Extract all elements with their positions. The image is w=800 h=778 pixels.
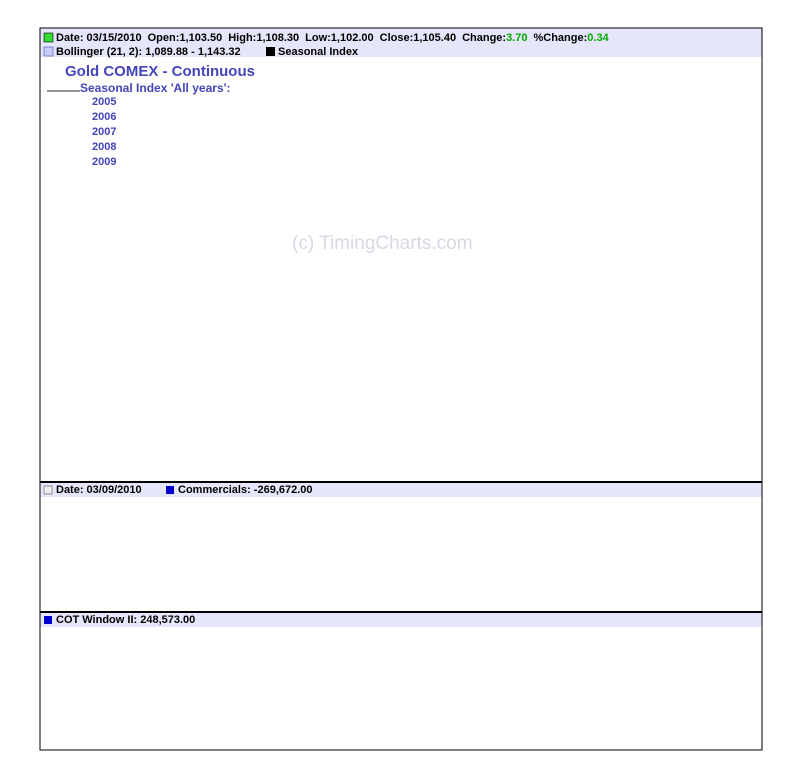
plot-frame — [39, 27, 763, 751]
watermark: (c) TimingCharts.com — [292, 233, 473, 254]
header-item: Close:1,105.40 — [380, 32, 456, 44]
legend-swatch — [43, 485, 53, 495]
legend-label: Seasonal Index — [278, 46, 359, 58]
year-label: 2006 — [92, 111, 116, 123]
panel-header: Date: 03/09/2010 — [56, 484, 142, 496]
legend-swatch — [43, 32, 54, 43]
chart-title: Gold COMEX - Continuous — [65, 63, 255, 80]
header-item: Change: — [462, 32, 506, 44]
header-band — [40, 613, 762, 627]
overlay-layer: Date: 03/15/2010 Open:1,103.50 High:1,108.… — [39, 27, 763, 751]
year-label: 2009 — [92, 156, 116, 168]
legend-swatch — [44, 616, 52, 624]
subtitle: Seasonal Index 'All years': — [80, 81, 230, 95]
legend-label: Commercials: -269,672.00 — [178, 484, 313, 496]
year-label: 2008 — [92, 141, 116, 153]
header-band — [40, 483, 762, 497]
header-item: 3.70 — [506, 32, 527, 44]
header-item: Open:1,103.50 — [148, 32, 223, 44]
legend-swatch — [43, 46, 54, 57]
year-label: 2005 — [92, 96, 116, 108]
header-band — [40, 28, 762, 57]
year-label: 2007 — [92, 126, 116, 138]
header-item: %Change: — [533, 32, 587, 44]
header-item: 0.34 — [587, 32, 609, 44]
header-item: Date: 03/15/2010 — [56, 32, 142, 44]
legend-swatch — [166, 486, 174, 494]
legend-label: Bollinger (21, 2): 1,089.88 - 1,143.32 — [56, 46, 241, 58]
header-item: High:1,108.30 — [228, 32, 299, 44]
header-item: Low:1,102.00 — [305, 32, 373, 44]
legend-swatch — [266, 47, 275, 56]
price-header: Date: 03/15/2010 Open:1,103.50 High:1,108.… — [56, 32, 610, 44]
legend-label: COT Window II: 248,573.00 — [56, 614, 195, 626]
